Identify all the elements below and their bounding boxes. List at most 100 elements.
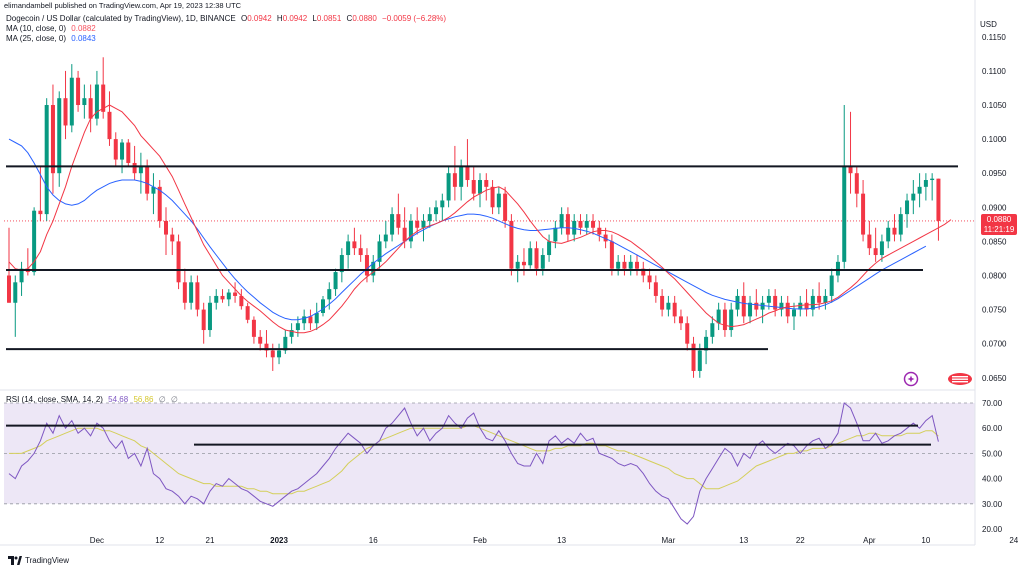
candle-body [635, 261, 639, 269]
candle-body [716, 309, 721, 324]
publisher-line: elimandambell published on TradingView.c… [4, 1, 242, 10]
candle-body [496, 193, 501, 208]
candle-body [69, 77, 74, 126]
candle-body [622, 261, 627, 269]
candle-body [251, 319, 256, 337]
candle-body [201, 309, 206, 331]
candle-body [785, 302, 790, 317]
candle-body [867, 234, 872, 249]
candle-body [377, 241, 382, 262]
flag-icon[interactable] [946, 371, 974, 387]
candle-body [446, 173, 451, 201]
candle-body [427, 214, 432, 221]
candle-body [264, 343, 269, 351]
candle-body [220, 295, 225, 300]
time-tick-label: Mar [662, 536, 676, 545]
rsi-value-3: ∅ [158, 395, 166, 404]
ma25-legend: MA (25, close, 0) 0.0843 [6, 34, 99, 44]
time-tick-label: Dec [90, 536, 104, 545]
candle-body [138, 166, 143, 174]
candle-body [484, 180, 489, 187]
candle-body [729, 309, 734, 331]
candle-body [704, 336, 709, 351]
candle-body [101, 84, 106, 112]
sparkle-icon[interactable] [902, 371, 920, 387]
candle-body [886, 227, 891, 242]
candle-body [672, 302, 677, 317]
rsi-tick-label: 60.00 [982, 424, 1003, 433]
candle-body [321, 299, 325, 313]
candle-body [653, 282, 658, 296]
candle-body [559, 214, 564, 228]
candle-body [528, 248, 533, 266]
candle-body [245, 306, 250, 320]
candle-body [283, 336, 288, 351]
rsi-label: RSI (14, close, SMA, 14, 2) [6, 395, 103, 404]
candle-body [936, 178, 941, 221]
candle-body [434, 207, 439, 215]
last-price-tag: 0.0880 11:21:19 [981, 214, 1017, 235]
ma10-line [8, 104, 952, 334]
candle-body [157, 186, 162, 221]
rsi-value: 54.68 [108, 395, 129, 404]
rsi-tick-label: 70.00 [982, 399, 1003, 408]
candle-body [352, 241, 357, 249]
time-tick-label: 24 [1009, 536, 1018, 545]
candle-body [371, 261, 376, 276]
candle-body [741, 295, 746, 317]
time-tick-label: 13 [739, 536, 748, 545]
ma10-value: 0.0882 [71, 24, 96, 33]
time-tick-label: 16 [369, 536, 378, 545]
candle-body [584, 220, 589, 228]
price-tick-label: 0.0800 [982, 271, 1007, 280]
last-price: 0.0880 [986, 215, 1012, 224]
candle-body [415, 220, 420, 228]
candle-body [540, 255, 545, 269]
candle-body [616, 261, 621, 269]
candle-body [892, 227, 897, 235]
candle-body [63, 98, 68, 126]
candle-body [565, 214, 570, 235]
candle-body [38, 210, 43, 215]
candle-body [289, 330, 294, 337]
candle-body [628, 261, 633, 269]
candle-body [490, 186, 495, 208]
candle-body [126, 142, 131, 163]
candle-body [7, 275, 11, 303]
candle-body [572, 220, 577, 235]
candle-body [346, 241, 351, 256]
candle-body [182, 282, 187, 303]
footer-brand-label: TradingView [25, 556, 70, 565]
time-tick-label: 10 [921, 536, 930, 545]
rsi-tick-label: 30.00 [982, 500, 1003, 509]
ma25-line [8, 138, 927, 321]
ma10-label: MA (10, close, 0) [6, 24, 67, 33]
candle-body [735, 295, 740, 310]
time-tick-label: 13 [557, 536, 566, 545]
candle-body [421, 220, 426, 228]
price-tick-label: 0.1000 [982, 135, 1007, 144]
candle-body [810, 295, 815, 310]
candle-body [515, 261, 520, 269]
time-tick-label: 21 [206, 536, 215, 545]
candle-body [333, 272, 338, 290]
candle-body [19, 268, 24, 283]
candle-body [861, 193, 866, 235]
candle-body [760, 302, 765, 310]
price-tick-label: 0.0700 [982, 340, 1007, 349]
candle-body [145, 166, 150, 194]
price-tick-label: 0.0650 [982, 374, 1007, 383]
candle-body [308, 316, 313, 324]
candle-body [120, 142, 125, 160]
candle-body [854, 173, 859, 194]
candle-body [113, 139, 118, 160]
candle-body [258, 336, 263, 344]
candle-body [685, 323, 690, 344]
candle-body [842, 166, 847, 262]
candle-body [798, 302, 803, 310]
price-tick-label: 0.1150 [982, 33, 1006, 42]
candle-body [408, 220, 413, 242]
candle-body [779, 302, 784, 310]
candle-body [478, 180, 482, 194]
